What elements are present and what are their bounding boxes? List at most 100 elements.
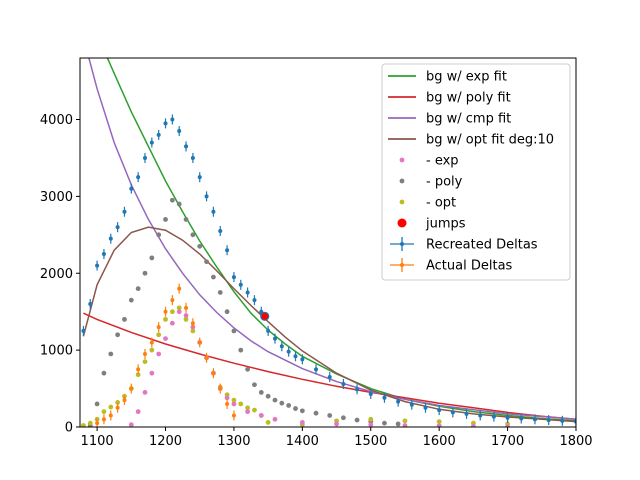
- errorpoint-actual-deltas-11: [170, 298, 175, 303]
- point-poly-26: [265, 393, 271, 399]
- x-tick-label-1800: 1800: [559, 434, 592, 449]
- point-poly-28: [279, 400, 285, 406]
- errorpoint-recreated-deltas-35: [341, 381, 346, 386]
- point-poly-13: [176, 201, 182, 207]
- point-poly-16: [197, 243, 203, 249]
- errorpoint-recreated-deltas-50: [546, 418, 551, 423]
- point-poly-22: [238, 347, 244, 353]
- point-exp-4: [156, 351, 162, 357]
- point-poly-19: [217, 290, 223, 295]
- errorpoint-recreated-deltas-49: [532, 417, 537, 422]
- errorpoint-actual-deltas-9: [156, 325, 161, 330]
- point-exp-8: [183, 313, 189, 318]
- errorpoint-actual-deltas-17: [211, 371, 216, 376]
- errorpoint-recreated-deltas-1: [88, 302, 93, 306]
- legend-swatch-7: [397, 218, 407, 228]
- point-poly-7: [135, 286, 141, 292]
- point-poly-35: [354, 417, 360, 423]
- errorpoint-recreated-deltas-51: [560, 418, 565, 423]
- errorpoint-recreated-deltas-21: [225, 248, 230, 253]
- y-tick-label-3000: 3000: [40, 190, 73, 205]
- errorpoint-actual-deltas-10: [163, 309, 168, 314]
- errorpoint-actual-deltas-14: [190, 321, 195, 326]
- legend-swatch-8: [400, 242, 404, 246]
- errorpoint-recreated-deltas-23: [238, 282, 243, 287]
- x-tick-label-1200: 1200: [149, 434, 182, 449]
- point-poly-6: [128, 297, 134, 303]
- errorpoint-recreated-deltas-20: [218, 228, 223, 233]
- point-opt-10: [149, 347, 155, 353]
- errorpoint-recreated-deltas-18: [204, 194, 209, 199]
- legend-label-7: jumps: [425, 217, 466, 232]
- point-opt-0: [81, 423, 86, 427]
- point-exp-25: [505, 424, 510, 427]
- y-tick-label-4000: 4000: [40, 113, 73, 128]
- fit-line-bg-w-poly-fit: [83, 312, 576, 421]
- point-poly-20: [224, 309, 230, 315]
- point-poly-31: [299, 408, 305, 414]
- legend-label-3: bg w/ opt fit deg:10: [426, 133, 554, 148]
- point-poly-34: [340, 415, 346, 421]
- point-poly-11: [163, 217, 168, 222]
- point-exp-0: [128, 422, 134, 427]
- errorpoint-actual-deltas-19: [225, 401, 230, 406]
- point-exp-23: [436, 423, 442, 427]
- errorpoint-actual-deltas-7: [142, 351, 147, 356]
- point-opt-23: [238, 401, 244, 407]
- x-tick-label-1300: 1300: [217, 434, 250, 449]
- point-exp-16: [245, 409, 251, 415]
- legend-label-5: - poly: [426, 175, 463, 190]
- errorpoint-actual-deltas-5: [129, 386, 134, 391]
- legend-label-1: bg w/ poly fit: [426, 91, 511, 106]
- errorpoint-recreated-deltas-0: [81, 328, 86, 333]
- point-opt-1: [87, 420, 93, 426]
- errorpoint-recreated-deltas-41: [423, 405, 428, 410]
- errorpoint-recreated-deltas-10: [149, 140, 154, 145]
- errorpoint-recreated-deltas-30: [286, 349, 291, 354]
- point-poly-18: [211, 274, 216, 280]
- point-poly-10: [156, 232, 162, 238]
- errorpoint-actual-deltas-16: [204, 355, 209, 360]
- point-exp-6: [169, 320, 175, 326]
- errorpoint-actual-deltas-13: [184, 305, 189, 310]
- x-tick-label-1100: 1100: [81, 434, 114, 449]
- errorpoint-recreated-deltas-11: [156, 132, 161, 137]
- errorpoint-recreated-deltas-27: [266, 328, 271, 333]
- point-exp-7: [176, 309, 182, 315]
- point-opt-32: [436, 419, 442, 425]
- errorpoint-recreated-deltas-47: [505, 415, 510, 420]
- point-exp-14: [224, 395, 230, 401]
- point-poly-37: [382, 420, 387, 426]
- errorpoint-recreated-deltas-40: [409, 402, 414, 407]
- point-poly-33: [327, 413, 333, 418]
- x-tick-label-1500: 1500: [354, 434, 387, 449]
- point-opt-14: [176, 305, 182, 311]
- point-opt-9: [142, 359, 148, 365]
- legend-label-2: bg w/ cmp fit: [426, 112, 511, 127]
- point-opt-13: [169, 309, 175, 315]
- legend-label-4: - exp: [426, 154, 459, 169]
- errorpoint-recreated-deltas-45: [478, 413, 483, 418]
- point-exp-20: [334, 421, 339, 427]
- errorpoint-recreated-deltas-22: [231, 275, 236, 280]
- point-poly-29: [286, 403, 292, 408]
- point-exp-2: [142, 390, 148, 395]
- point-poly-3: [108, 351, 114, 357]
- point-exp-1: [135, 409, 141, 415]
- errorpoint-recreated-deltas-48: [519, 416, 524, 421]
- errorpoint-recreated-deltas-6: [122, 209, 127, 214]
- point-opt-24: [245, 405, 251, 411]
- errorpoint-actual-deltas-3: [115, 405, 120, 410]
- legend-label-9: Actual Deltas: [426, 259, 513, 274]
- legend-swatch-9: [400, 263, 404, 267]
- errorpoint-recreated-deltas-14: [177, 129, 182, 134]
- errorpoint-recreated-deltas-38: [382, 395, 387, 400]
- point-poly-38: [395, 421, 401, 427]
- errorpoint-recreated-deltas-43: [450, 410, 455, 415]
- point-poly-2: [101, 370, 107, 376]
- point-opt-3: [101, 409, 107, 415]
- legend: bg w/ exp fit bg w/ poly fit bg w/ cmp fit…: [381, 63, 571, 281]
- point-exp-3: [149, 370, 155, 376]
- errorpoint-recreated-deltas-31: [293, 354, 298, 359]
